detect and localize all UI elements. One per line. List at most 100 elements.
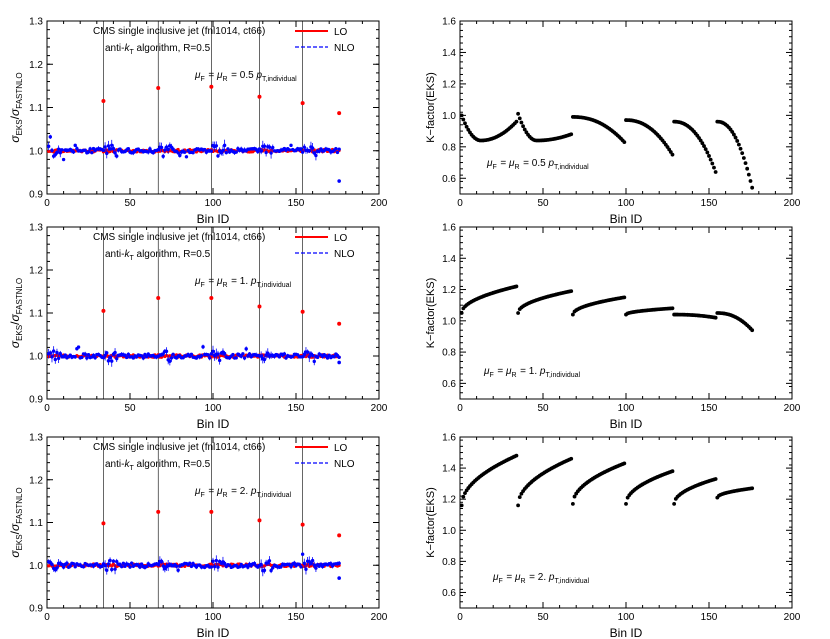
nlo-point [86,352,91,357]
nlo-point [217,358,222,363]
x-tick-label: 50 [124,198,136,209]
nlo-point [164,349,169,354]
x-tick-label: 150 [288,612,305,623]
kfactor-point [570,312,575,317]
x-tick-label: 50 [537,198,549,209]
x-tick-label: 50 [124,612,136,623]
nlo-point [47,144,51,149]
kfactor-point [516,111,520,116]
lo-outlier-point [209,84,214,89]
y-axis-title: K−factor(EKS) [425,278,437,349]
nlo-point [211,349,215,353]
nlo-point [209,149,214,153]
nlo-point [121,561,126,566]
kfactor-point [463,491,467,496]
nlo-point [138,565,142,569]
x-tick-label: 100 [205,198,222,209]
nlo-point [113,350,117,355]
x-tick-label: 150 [288,198,305,209]
kfactor-point [670,469,675,474]
kfactor-point [569,456,574,461]
kfactor-point [736,142,741,147]
nlo-point [85,356,89,360]
nlo-point [63,353,67,357]
plot-area [47,509,342,580]
x-tick-label: 0 [44,198,50,209]
lo-outlier-point [209,295,214,300]
nlo-point [335,150,340,155]
nlo-point [264,150,268,155]
x-axis-title: Bin ID [610,626,643,639]
nlo-point [214,558,219,563]
kfactor-point [738,146,743,151]
kfactor-point [569,289,574,294]
nlo-point [259,149,263,153]
nlo-outlier-point [337,576,341,580]
nlo-point [148,147,152,151]
nlo-point [300,150,305,154]
nlo-point [126,562,131,567]
nlo-point [216,565,220,569]
nlo-point [161,154,165,158]
x-tick-label: 50 [537,612,549,623]
nlo-point [216,154,220,158]
lo-outlier-point [337,111,342,116]
nlo-point [188,561,192,565]
nlo-point [337,561,341,566]
nlo-point [103,145,107,149]
x-tick-label: 50 [124,403,136,414]
nlo-point [71,562,76,566]
kfactor-point [750,486,755,491]
annotation-line-1: CMS single inclusive jet (fnl1014, ct66) [93,442,265,453]
x-tick-label: 0 [44,403,50,414]
y-axis-title: σEKS/σFASTNLO [8,72,24,142]
nlo-point [75,146,79,151]
nlo-point [48,351,53,355]
x-axis-title: Bin ID [197,417,230,431]
kfactor-point [705,150,710,155]
nlo-point [113,567,117,571]
kfactor-point [517,495,522,500]
nlo-point [55,566,59,570]
nlo-point [56,356,61,361]
lo-outlier-point [337,533,342,538]
x-tick-label: 200 [784,198,801,209]
nlo-point [302,561,306,566]
nlo-point [299,147,303,151]
x-tick-label: 100 [618,198,635,209]
nlo-point [307,149,311,153]
y-tick-label: 1.4 [442,48,456,59]
kfactor-point [461,117,466,122]
nlo-point [246,565,250,569]
nlo-point [267,145,272,149]
y-tick-label: 0.6 [442,588,456,599]
nlo-point [163,148,167,152]
lo-outlier-point [257,94,262,99]
nlo-point [88,147,92,151]
nlo-point [156,562,160,567]
y-tick-label: 0.6 [442,174,456,185]
y-tick-label: 0.8 [442,142,456,153]
nlo-point [73,355,77,359]
legend-label-lo: LO [334,27,348,38]
nlo-point [178,153,182,158]
nlo-point [50,562,54,566]
kfactor-point [570,501,575,506]
nlo-point [115,356,119,361]
kfactor-point [514,284,519,289]
y-tick-label: 1.2 [442,285,456,296]
nlo-point [58,150,62,155]
y-tick-label: 1.2 [29,475,43,486]
nlo-point [305,350,310,354]
nlo-point [51,349,56,353]
nlo-point [279,564,283,569]
nlo-point [312,151,316,155]
nlo-point [214,144,219,148]
nlo-point [262,144,267,148]
kfactor-point [732,132,736,137]
nlo-point [101,148,106,153]
kfactor-point [622,295,627,300]
y-tick-label: 0.8 [442,557,456,568]
nlo-point [310,353,315,358]
nlo-point [206,353,210,357]
